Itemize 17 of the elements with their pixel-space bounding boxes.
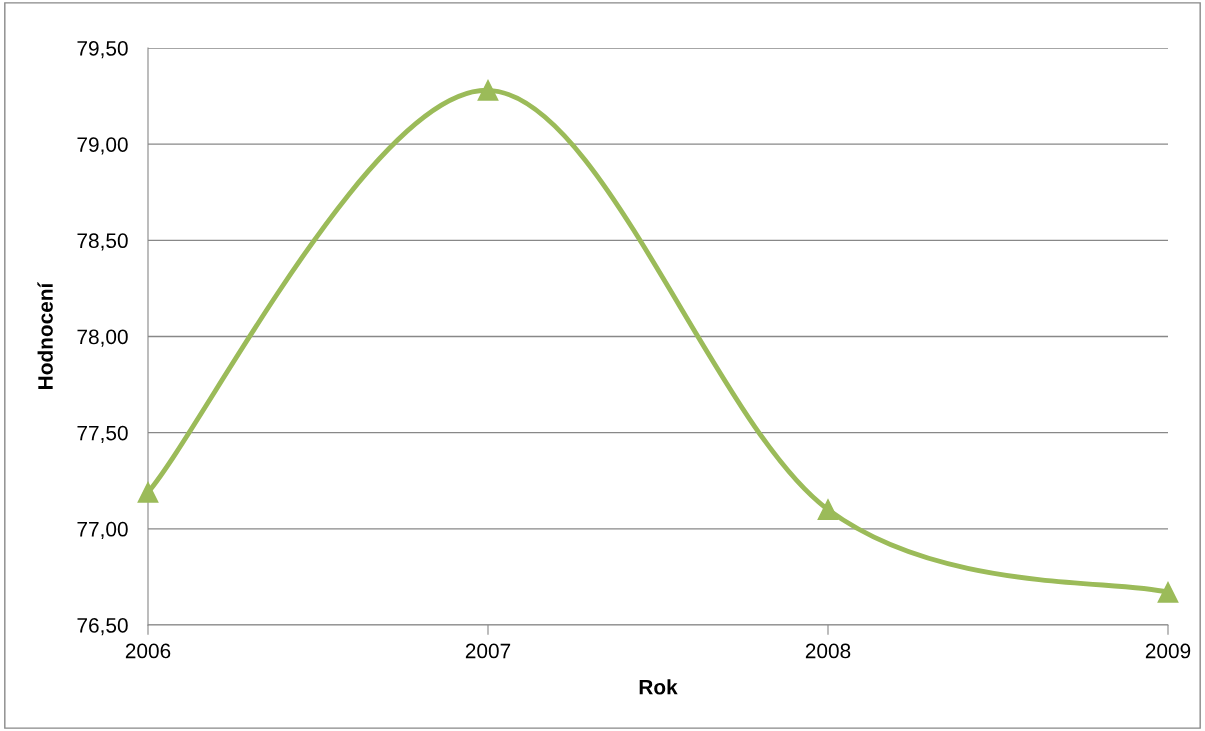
- x-tick-label: 2006: [125, 643, 171, 659]
- y-tick-label: 77,50: [77, 425, 128, 443]
- y-tick-label: 77,00: [77, 521, 128, 540]
- point: [137, 481, 159, 503]
- x-tick-label: 2008: [805, 643, 851, 659]
- x-tick-label: 2009: [1145, 643, 1191, 659]
- x-axis-title: Rok: [639, 679, 678, 695]
- point: [1157, 581, 1179, 603]
- y-tick-label: 78,50: [77, 233, 128, 251]
- y-tick-label: 76,50: [77, 618, 128, 636]
- x-tick-label: 2007: [465, 643, 511, 659]
- y-axis-title: Hodnocení: [37, 282, 53, 389]
- point: [817, 499, 839, 521]
- y-tick-label: 79,50: [77, 41, 128, 59]
- y-tick-label: 79,00: [77, 137, 128, 155]
- point: [477, 79, 499, 101]
- y-tick-label: 78,00: [77, 329, 128, 347]
